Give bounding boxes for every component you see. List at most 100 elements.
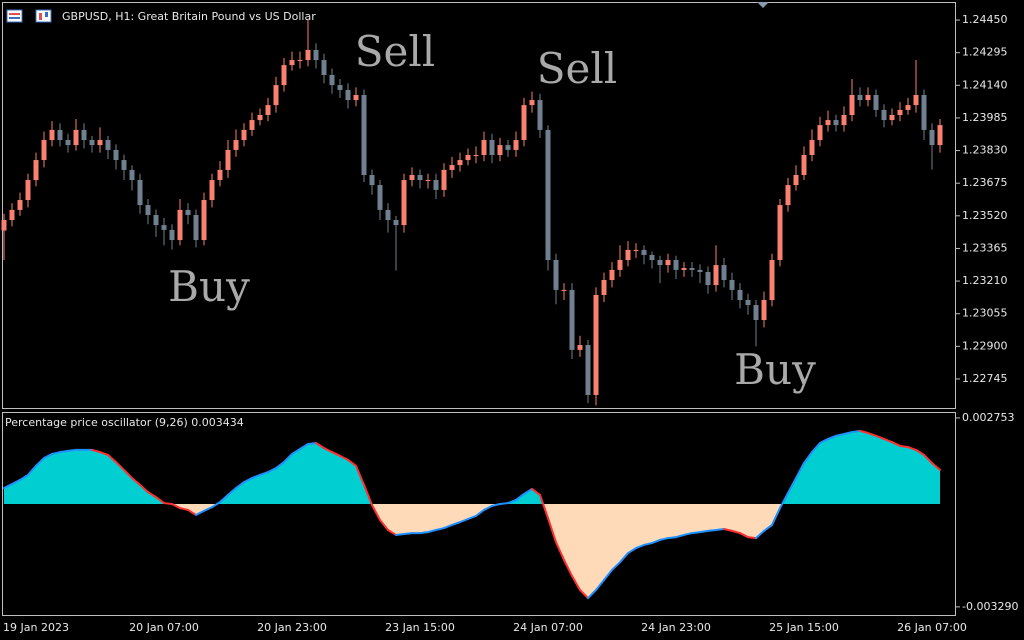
oscillator-line [507, 498, 517, 505]
oscillator-line [579, 588, 589, 600]
oscillator-line [155, 496, 165, 505]
oscillator-line [667, 536, 677, 540]
oscillator-line [323, 447, 333, 454]
oscillator-line [139, 483, 149, 494]
candle-body [601, 280, 607, 295]
annotation: Sell [355, 27, 436, 76]
oscillator-line [819, 437, 829, 445]
candle-body [449, 165, 455, 170]
candle-body [105, 140, 111, 150]
candle-body [177, 209, 183, 241]
oscillator-line [603, 568, 613, 581]
indicator-title: Percentage price oscillator (9,26) 0.003… [5, 416, 244, 429]
oscillator-line [211, 501, 221, 509]
oscillator-line [3, 482, 13, 490]
candle-body [681, 268, 687, 270]
candle-body [313, 49, 319, 61]
oscillator-line [827, 434, 837, 440]
y-tick-label: 1.23985 [962, 111, 1008, 124]
candle-body [881, 109, 887, 121]
oscillator-line [539, 493, 549, 520]
candle-body [57, 129, 63, 141]
candle-body [473, 154, 479, 156]
oscillator-line [843, 431, 853, 435]
oscillator-line [379, 518, 389, 531]
candle-body [337, 85, 343, 90]
candle-body [345, 89, 351, 101]
oscillator-line [763, 523, 773, 532]
oscillator-line [643, 542, 653, 546]
candle-body [785, 185, 791, 206]
area-positive [4, 430, 940, 504]
candle-body [305, 49, 311, 61]
oscillator-line [51, 451, 61, 455]
oscillator-line [11, 478, 21, 485]
oscillator-line [691, 531, 701, 535]
oscillator-line [875, 434, 885, 440]
oscillator-line [891, 441, 901, 447]
candle-body [185, 209, 191, 215]
oscillator-line [899, 444, 909, 449]
icon-detail [39, 13, 42, 20]
candle-body [25, 180, 31, 201]
oscillator-line [307, 442, 317, 445]
candle-body [689, 268, 695, 270]
candle-body [249, 120, 255, 130]
oscillator-line [723, 528, 733, 532]
x-tick-label: 19 Jan 2023 [3, 621, 69, 634]
candle-body [705, 272, 711, 286]
oscillator-line [651, 538, 661, 545]
annotation: Buy [168, 262, 250, 311]
candle-body [665, 260, 671, 266]
candle-body [721, 265, 727, 281]
oscillator-line [283, 452, 293, 464]
oscillator-line [299, 442, 309, 450]
candle-body [697, 269, 703, 273]
candle-body [289, 60, 295, 66]
candle-body [481, 140, 487, 155]
candle-body [385, 209, 391, 221]
candle-body [489, 140, 495, 155]
x-tick-label: 23 Jan 15:00 [385, 621, 455, 634]
oscillator-line [491, 502, 501, 507]
oscillator-line [267, 467, 277, 474]
oscillator-line [59, 449, 69, 454]
candle-body [769, 260, 775, 301]
oscillator-line [851, 429, 861, 434]
candle-body [65, 140, 71, 146]
candle-body [937, 125, 943, 146]
candle-body [833, 120, 839, 126]
candle-body [745, 300, 751, 306]
oscillator-line [475, 508, 485, 517]
x-tick-label: 24 Jan 07:00 [513, 621, 583, 634]
candle-body [297, 60, 303, 62]
candle-body [561, 289, 567, 291]
oscillator-line [803, 451, 813, 465]
oscillator-line [99, 451, 109, 456]
x-tick-label: 20 Jan 07:00 [129, 621, 199, 634]
oscillator-line [235, 481, 245, 490]
candle-body [49, 129, 55, 141]
candle-body [577, 345, 583, 350]
candle-body [641, 249, 647, 255]
oscillator-line [291, 447, 301, 455]
candle-body [505, 145, 511, 150]
oscillator-line [771, 507, 781, 526]
candle-body [321, 60, 327, 75]
oscillator-line [915, 448, 925, 456]
candle-body [417, 174, 423, 181]
candle-body [89, 140, 95, 146]
oscillator-line [635, 543, 645, 550]
oscillator-line [515, 492, 525, 501]
annotation: Buy [734, 345, 816, 394]
oscillator-panel-frame [2, 412, 956, 616]
icon [6, 9, 23, 23]
candle-body [905, 105, 911, 110]
oscillator-line [363, 483, 373, 506]
x-tick-label: 26 Jan 07:00 [897, 621, 967, 634]
candle-body [153, 214, 159, 226]
candle-body [761, 300, 767, 321]
candle-body [129, 169, 135, 181]
y-tick-label: 1.22745 [962, 372, 1008, 385]
oscillator-line [251, 473, 261, 480]
